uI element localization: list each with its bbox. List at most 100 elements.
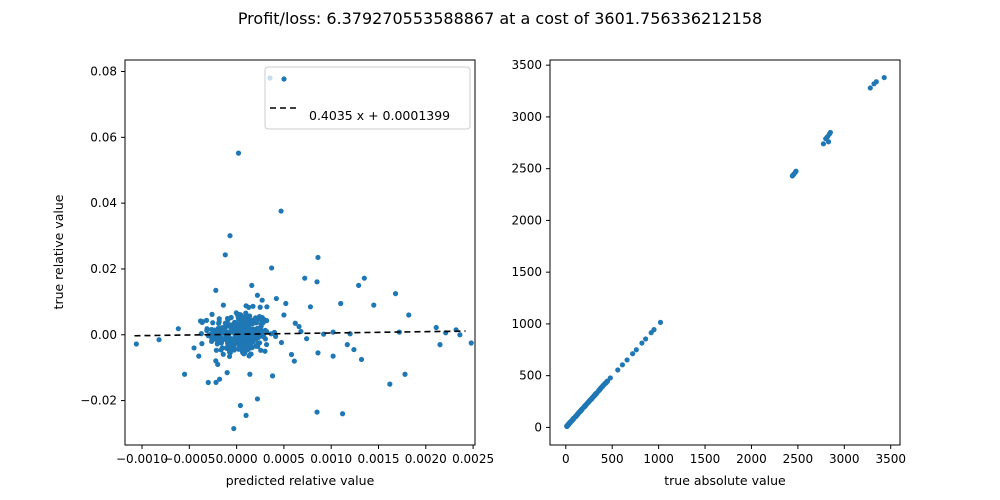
left-data-point — [433, 324, 439, 331]
left-data-point — [245, 320, 251, 326]
left-data-point — [315, 254, 321, 261]
right-data-point — [598, 385, 604, 391]
left-data-point — [269, 265, 275, 271]
left-data-point — [237, 325, 243, 331]
right-data-point — [604, 378, 610, 384]
left-data-point — [215, 361, 221, 367]
left-data-point — [239, 334, 245, 340]
left-fit-line — [134, 330, 466, 337]
left-data-point — [243, 310, 249, 316]
figure-title: Profit/loss: 6.379270553588867 at a cost… — [238, 9, 762, 28]
left-data-point — [246, 325, 252, 331]
right-y-tick-label: 2000 — [511, 213, 542, 227]
left-x-tick-label: 0.0020 — [405, 452, 447, 466]
left-data-point — [240, 351, 247, 357]
left-data-point — [263, 341, 270, 348]
right-data-point — [619, 362, 626, 368]
left-data-point — [314, 279, 320, 285]
right-data-point — [793, 168, 799, 174]
left-x-axis-label: predicted relative value — [226, 473, 375, 488]
right-data-point — [573, 413, 579, 419]
left-data-point — [339, 411, 346, 417]
right-x-tick-label: 3500 — [875, 452, 906, 466]
left-data-point — [247, 371, 253, 377]
left-data-point — [314, 409, 320, 415]
left-data-point — [235, 150, 242, 156]
right-data-point — [639, 340, 645, 346]
left-data-point — [249, 282, 255, 289]
right-data-point — [607, 375, 613, 381]
left-data-point — [330, 353, 336, 359]
left-data-point — [133, 341, 139, 347]
right-x-tick-label: 2000 — [736, 452, 767, 466]
left-data-point — [216, 376, 223, 382]
left-data-point — [191, 345, 197, 351]
left-data-point — [257, 304, 263, 310]
right-data-point — [820, 141, 827, 147]
right-x-ticks: 0 500 1000 1500 2000 2500 3000 3500 — [562, 445, 906, 466]
left-data-point — [281, 312, 287, 318]
left-data-point — [437, 342, 443, 348]
left-data-point — [226, 349, 233, 355]
left-data-point — [252, 315, 259, 321]
left-y-ticks: −0.02 0.00 0.02 0.04 0.06 0.08 — [80, 65, 125, 408]
left-data-point — [278, 208, 284, 214]
left-data-point — [199, 319, 206, 325]
legend-box — [264, 66, 471, 130]
legend-marker-points — [281, 76, 287, 82]
left-data-point — [344, 342, 350, 348]
left-data-point — [226, 338, 232, 344]
right-x-tick-label: 3000 — [829, 452, 860, 466]
left-data-point — [156, 337, 162, 343]
left-data-point — [181, 371, 188, 377]
left-data-point — [227, 233, 233, 239]
left-data-point — [238, 341, 244, 347]
left-data-point — [236, 311, 242, 318]
left-data-point — [209, 335, 215, 341]
right-y-tick-label: 1000 — [511, 317, 542, 331]
left-x-tick-label: −0.0010 — [116, 452, 168, 466]
left-data-point — [253, 343, 259, 349]
left-data-point — [210, 320, 216, 326]
left-data-point — [248, 331, 254, 337]
left-y-tick-label: 0.06 — [90, 130, 117, 144]
right-x-tick-label: 1000 — [643, 452, 674, 466]
left-data-point — [242, 328, 248, 334]
left-data-point — [226, 353, 233, 360]
left-data-point — [254, 292, 261, 298]
left-data-point — [196, 353, 202, 359]
right-y-tick-label: 500 — [519, 369, 542, 383]
left-data-point — [254, 396, 261, 402]
left-plot-area — [124, 59, 476, 446]
right-y-tick-label: 2500 — [511, 162, 542, 176]
left-data-point — [231, 347, 237, 353]
left-data-point — [216, 316, 222, 322]
right-data-point — [630, 351, 636, 357]
right-plot-area — [549, 59, 901, 446]
left-data-point — [392, 291, 399, 297]
right-data-point — [564, 423, 570, 429]
left-data-point — [232, 329, 238, 335]
left-data-point — [224, 345, 230, 352]
left-data-point — [222, 252, 228, 258]
left-x-tick-label: 0.0015 — [358, 452, 400, 466]
left-data-point — [221, 329, 228, 335]
left-data-point — [387, 381, 393, 387]
left-data-point — [338, 300, 344, 307]
right-data-point — [643, 336, 649, 342]
left-y-tick-label: 0.00 — [90, 328, 117, 342]
left-data-point — [219, 337, 225, 343]
left-data-point — [269, 373, 276, 379]
right-y-ticks: 0 500 1000 1500 2000 2500 3000 3500 — [511, 58, 550, 434]
right-x-tick-label: 500 — [601, 452, 624, 466]
left-x-tick-label: 0.0005 — [263, 452, 305, 466]
right-data-point — [790, 172, 796, 178]
left-data-point — [213, 287, 219, 293]
left-data-point — [224, 370, 230, 376]
right-data-point — [624, 357, 630, 363]
right-data-point — [582, 403, 588, 409]
left-data-point — [220, 351, 226, 357]
left-y-tick-label: 0.08 — [90, 65, 117, 79]
